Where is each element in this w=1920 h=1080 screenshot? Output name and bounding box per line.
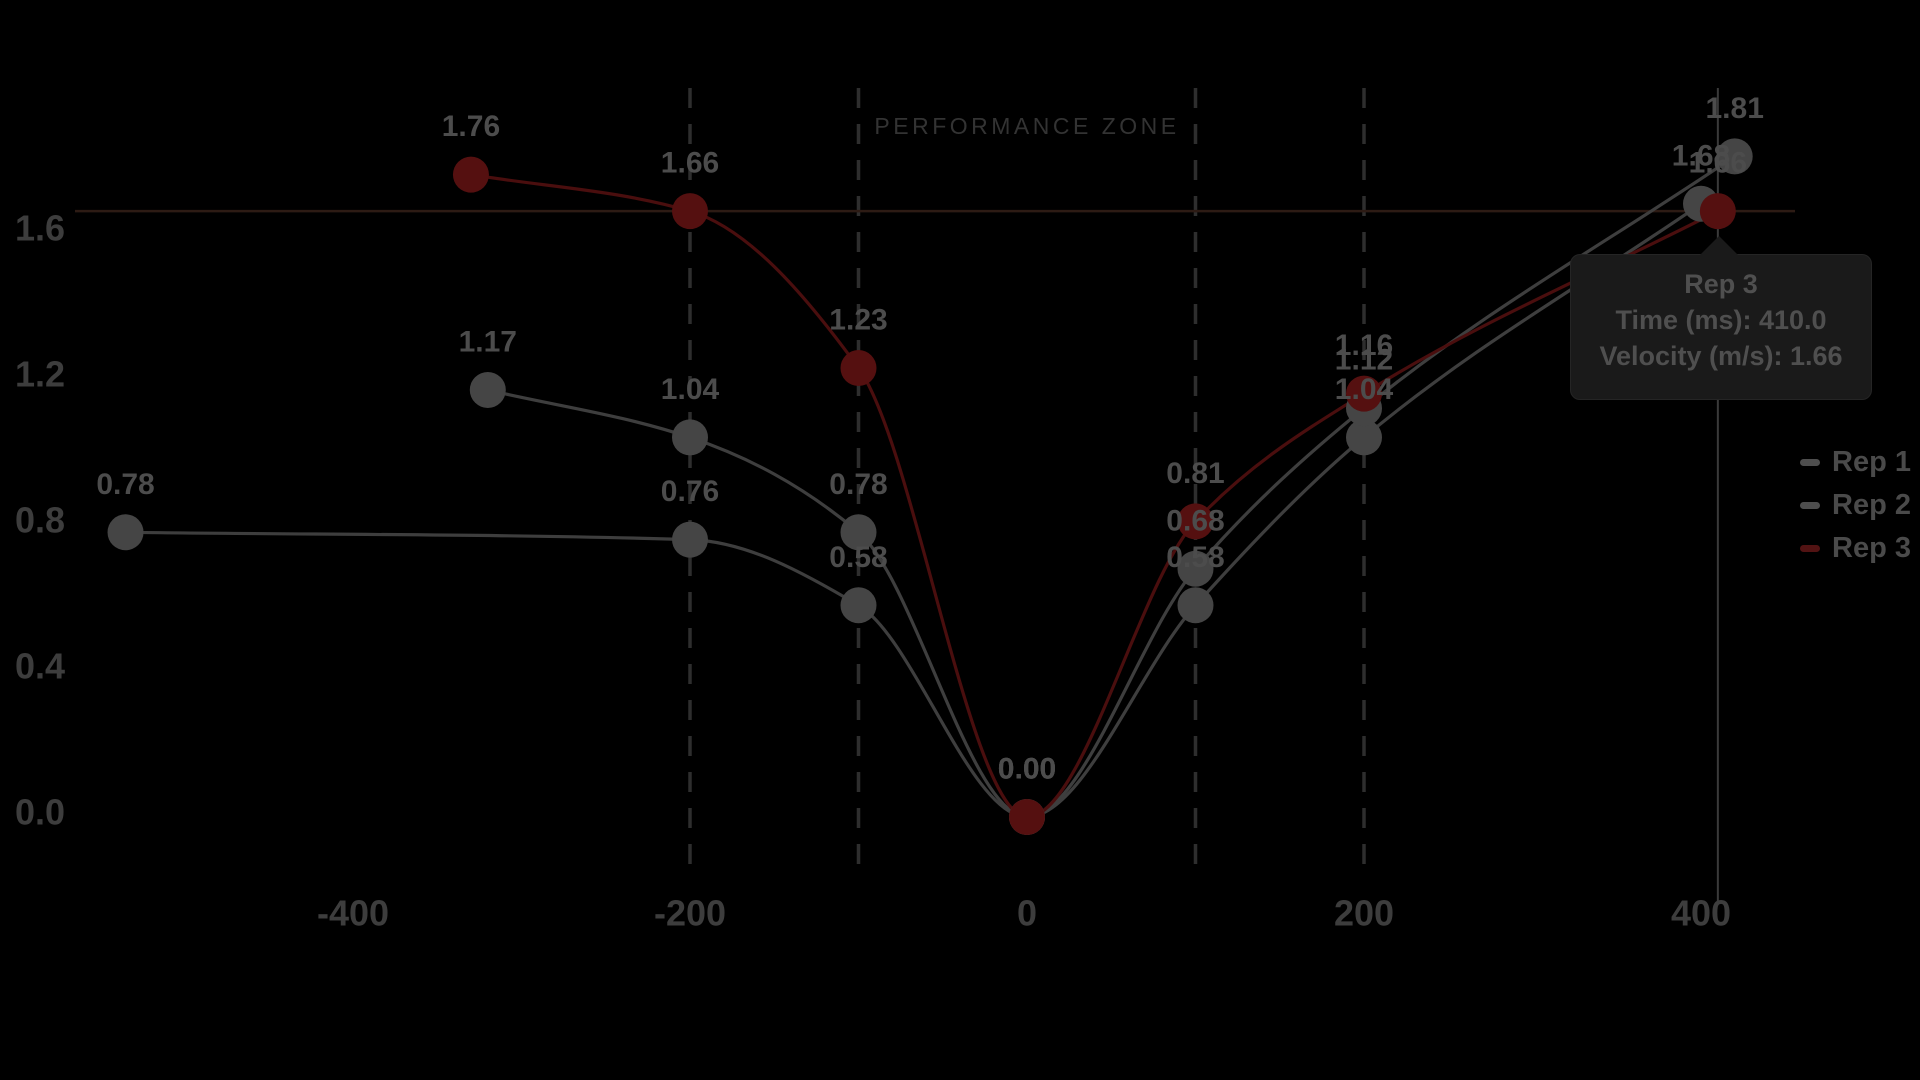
point-label-rep-1-t-200: 0.76	[661, 475, 719, 508]
x-axis-tick-200: 200	[1334, 893, 1394, 934]
point-label-rep-2-t0: 0.00	[998, 753, 1056, 786]
y-axis-tick-1-2: 1.2	[15, 354, 65, 395]
point-rep-3-t0[interactable]	[1009, 799, 1045, 835]
y-axis-tick-0-8: 0.8	[15, 500, 65, 541]
rep-1-swatch-icon	[1800, 459, 1820, 466]
series-line-rep-2	[486, 154, 1737, 819]
point-rep-2-t-100[interactable]	[840, 514, 877, 551]
legend-item-rep-1[interactable]: Rep 1	[1800, 441, 1911, 484]
hover-tooltip: Rep 3 Time (ms): 410.0 Velocity (m/s): 1…	[1570, 236, 1872, 400]
point-rep-3-t100[interactable]	[1177, 503, 1214, 540]
legend-label-rep-1: Rep 1	[1832, 446, 1911, 478]
point-rep-1-t100[interactable]	[1177, 587, 1214, 624]
tooltip-velocity-line: Velocity (m/s): 1.66	[1599, 341, 1843, 371]
tooltip-title: Rep 3	[1684, 269, 1758, 299]
point-rep-3-t200[interactable]	[1346, 375, 1382, 412]
point-label-rep-3-t100: 0.81	[1166, 457, 1224, 490]
point-label-rep-1-t400: 1.68	[1672, 139, 1730, 172]
legend-item-rep-3[interactable]: Rep 3	[1800, 527, 1911, 570]
point-rep-1-t-100[interactable]	[840, 587, 877, 624]
point-rep-3-t-200[interactable]	[672, 193, 708, 230]
x-axis-tick-0: 0	[1017, 893, 1037, 934]
x-axis-tick--400: -400	[317, 893, 389, 934]
point-label-rep-1-t0: 0.00	[998, 753, 1056, 786]
point-label-rep-2-t-200: 1.04	[661, 373, 720, 406]
tooltip-caret-icon	[1699, 236, 1739, 256]
y-axis-tick-1-6: 1.6	[15, 208, 65, 249]
rep-3-swatch-icon	[1800, 545, 1820, 552]
point-rep-1-t-200[interactable]	[672, 521, 708, 558]
point-label-rep-3-t200: 1.16	[1335, 329, 1393, 362]
rep-2-swatch-icon	[1800, 502, 1820, 509]
y-axis-tick-0-4: 0.4	[15, 646, 65, 687]
legend-label-rep-2: Rep 2	[1832, 489, 1911, 521]
point-rep-1-t-535[interactable]	[107, 514, 144, 551]
point-label-rep-2-t200: 1.12	[1335, 344, 1393, 377]
legend-label-rep-3: Rep 3	[1832, 532, 1911, 564]
series-line-rep-3	[469, 173, 1720, 819]
point-label-rep-2-t-320: 1.17	[459, 325, 517, 358]
point-rep-3-t-100[interactable]	[840, 350, 877, 387]
performance-zone-label: PERFORMANCE ZONE	[874, 113, 1179, 139]
point-label-rep-2-t-100: 0.78	[829, 468, 887, 501]
point-label-rep-2-t420: 1.81	[1706, 92, 1764, 125]
point-label-rep-3-t-330: 1.76	[442, 110, 500, 143]
point-label-rep-2-t100: 0.68	[1166, 504, 1224, 537]
point-rep-3-t-330[interactable]	[452, 156, 489, 193]
y-axis-tick-0: 0.0	[15, 792, 65, 833]
tooltip-time-line: Time (ms): 410.0	[1615, 305, 1827, 335]
point-rep-3-t410[interactable]	[1699, 193, 1736, 230]
legend: Rep 1 Rep 2 Rep 3	[1800, 441, 1911, 570]
point-label-rep-3-t-200: 1.66	[661, 147, 719, 180]
legend-item-rep-2[interactable]: Rep 2	[1800, 484, 1911, 527]
point-rep-2-t-200[interactable]	[672, 419, 708, 456]
x-axis-tick--200: -200	[654, 893, 726, 934]
point-label-rep-3-t-100: 1.23	[829, 304, 887, 337]
point-label-rep-1-t200: 1.04	[1335, 373, 1394, 406]
point-label-rep-1-t100: 0.58	[1166, 541, 1224, 574]
point-rep-1-t200[interactable]	[1346, 419, 1382, 456]
point-label-rep-3-t0: 0.00	[998, 753, 1056, 786]
point-rep-2-t-320[interactable]	[469, 371, 506, 408]
point-label-rep-1-t-100: 0.58	[829, 541, 887, 574]
point-rep-2-t100[interactable]	[1177, 550, 1214, 587]
x-axis-tick-400: 400	[1671, 893, 1731, 934]
point-rep-2-t420[interactable]	[1716, 138, 1753, 175]
point-label-rep-3-t410: 1.66	[1689, 147, 1747, 180]
point-label-rep-1-t-535: 0.78	[96, 468, 154, 501]
